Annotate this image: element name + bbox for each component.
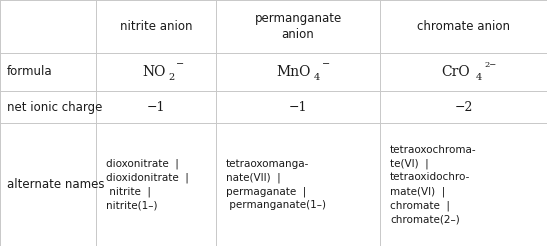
Text: CrO: CrO bbox=[441, 65, 470, 79]
Text: chromate anion: chromate anion bbox=[417, 20, 510, 33]
Text: alternate names: alternate names bbox=[7, 178, 104, 191]
Text: NO: NO bbox=[142, 65, 166, 79]
Text: dioxonitrate  |
dioxidonitrate  |
 nitrite  |
nitrite(1–): dioxonitrate | dioxidonitrate | nitrite … bbox=[106, 158, 189, 211]
Text: MnO: MnO bbox=[276, 65, 311, 79]
Text: 4: 4 bbox=[476, 73, 482, 82]
Text: nitrite anion: nitrite anion bbox=[120, 20, 192, 33]
Text: net ionic charge: net ionic charge bbox=[7, 101, 102, 113]
Text: tetraoxomanga-
nate(VII)  |
permaganate  |
 permanganate(1–): tetraoxomanga- nate(VII) | permaganate |… bbox=[226, 159, 326, 210]
Text: formula: formula bbox=[7, 65, 52, 78]
Text: 2−: 2− bbox=[484, 61, 497, 69]
Text: −2: −2 bbox=[455, 101, 473, 113]
Text: 2: 2 bbox=[168, 73, 174, 82]
Text: −1: −1 bbox=[147, 101, 165, 113]
Text: tetraoxochroma-
te(VI)  |
tetraoxidochro-
mate(VI)  |
chromate  |
chromate(2–): tetraoxochroma- te(VI) | tetraoxidochro-… bbox=[390, 145, 476, 224]
Text: permanganate
anion: permanganate anion bbox=[254, 12, 342, 41]
Text: −: − bbox=[176, 60, 184, 69]
Text: −1: −1 bbox=[289, 101, 307, 113]
Text: 4: 4 bbox=[313, 73, 319, 82]
Text: −: − bbox=[322, 60, 330, 69]
